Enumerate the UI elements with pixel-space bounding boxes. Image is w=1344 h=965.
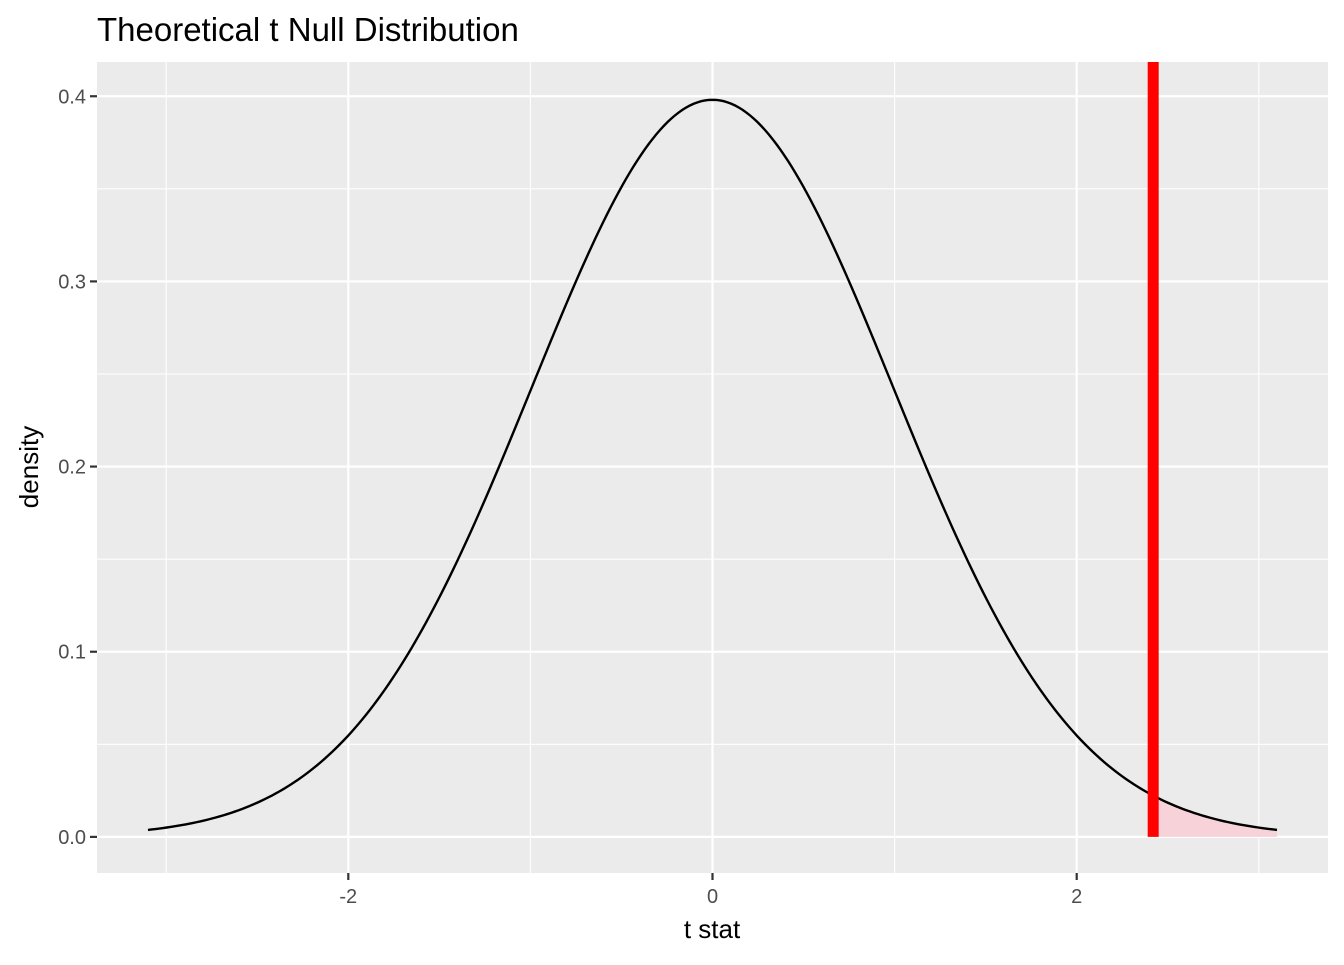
- y-axis-title: density: [14, 426, 44, 508]
- x-tick-label: 2: [1071, 886, 1082, 908]
- y-axis: 0.0 0.1 0.2 0.3 0.4: [58, 86, 97, 849]
- x-tick-label: -2: [339, 886, 357, 908]
- y-tick-label: 0.4: [58, 86, 86, 108]
- chart-title: Theoretical t Null Distribution: [97, 11, 519, 48]
- density-curve: [147, 98, 1278, 832]
- major-gridlines: [97, 62, 1328, 873]
- x-tick-label: 0: [707, 886, 718, 908]
- y-tick-label: 0.1: [58, 642, 86, 664]
- y-tick-label: 0.2: [58, 457, 86, 479]
- x-axis: -2 0 2: [339, 873, 1082, 908]
- y-tick-label: 0.0: [58, 827, 86, 849]
- x-axis-title: t stat: [684, 914, 741, 944]
- y-tick-label: 0.3: [58, 271, 86, 293]
